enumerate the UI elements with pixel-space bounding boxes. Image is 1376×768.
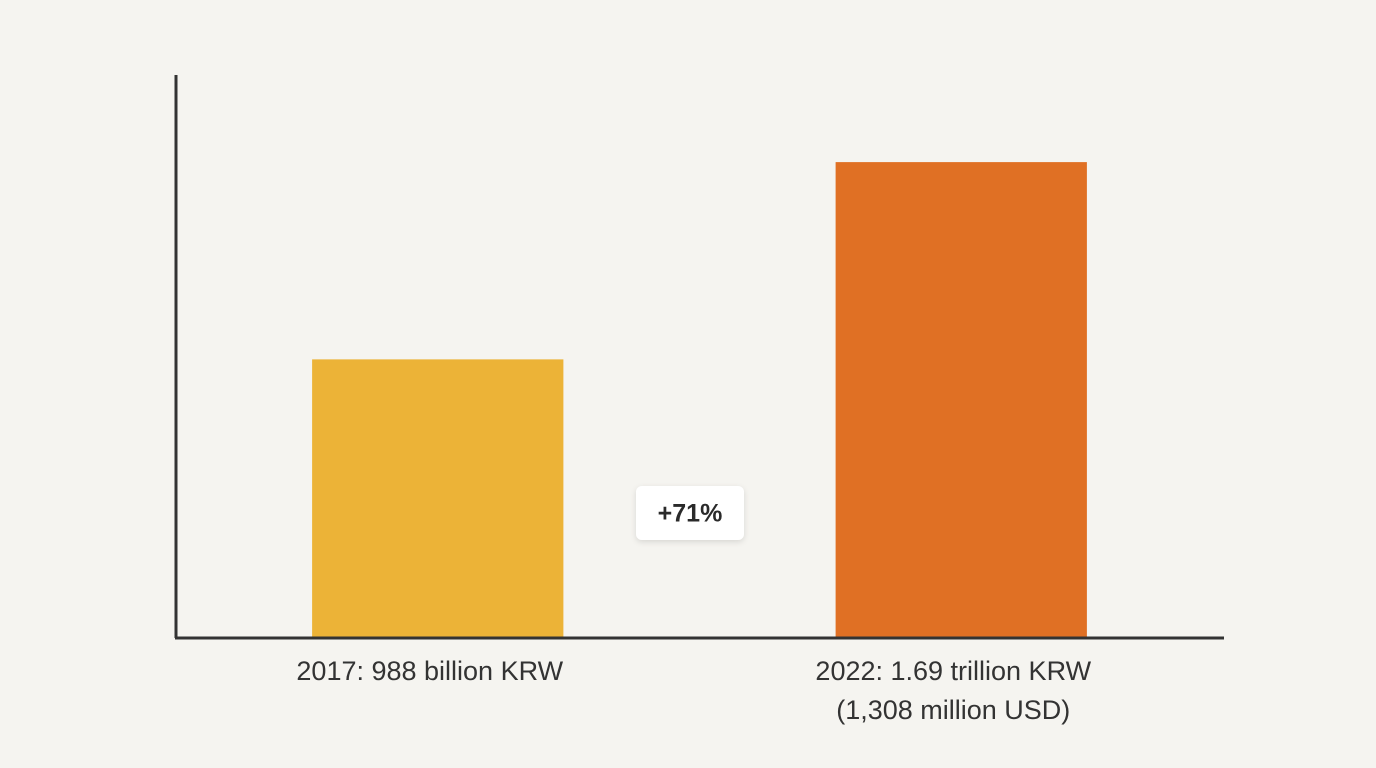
bar [312, 359, 564, 637]
bar [835, 162, 1087, 638]
plot-area [312, 162, 1087, 638]
x-tick-label: (1,308 million USD) [836, 695, 1070, 725]
annotation: +71% [658, 500, 723, 528]
x-tick-label: 2017: 988 billion KRW [296, 656, 563, 686]
annotation-box [636, 486, 744, 540]
x-tick-label: 2022: 1.69 trillion KRW [815, 656, 1091, 686]
